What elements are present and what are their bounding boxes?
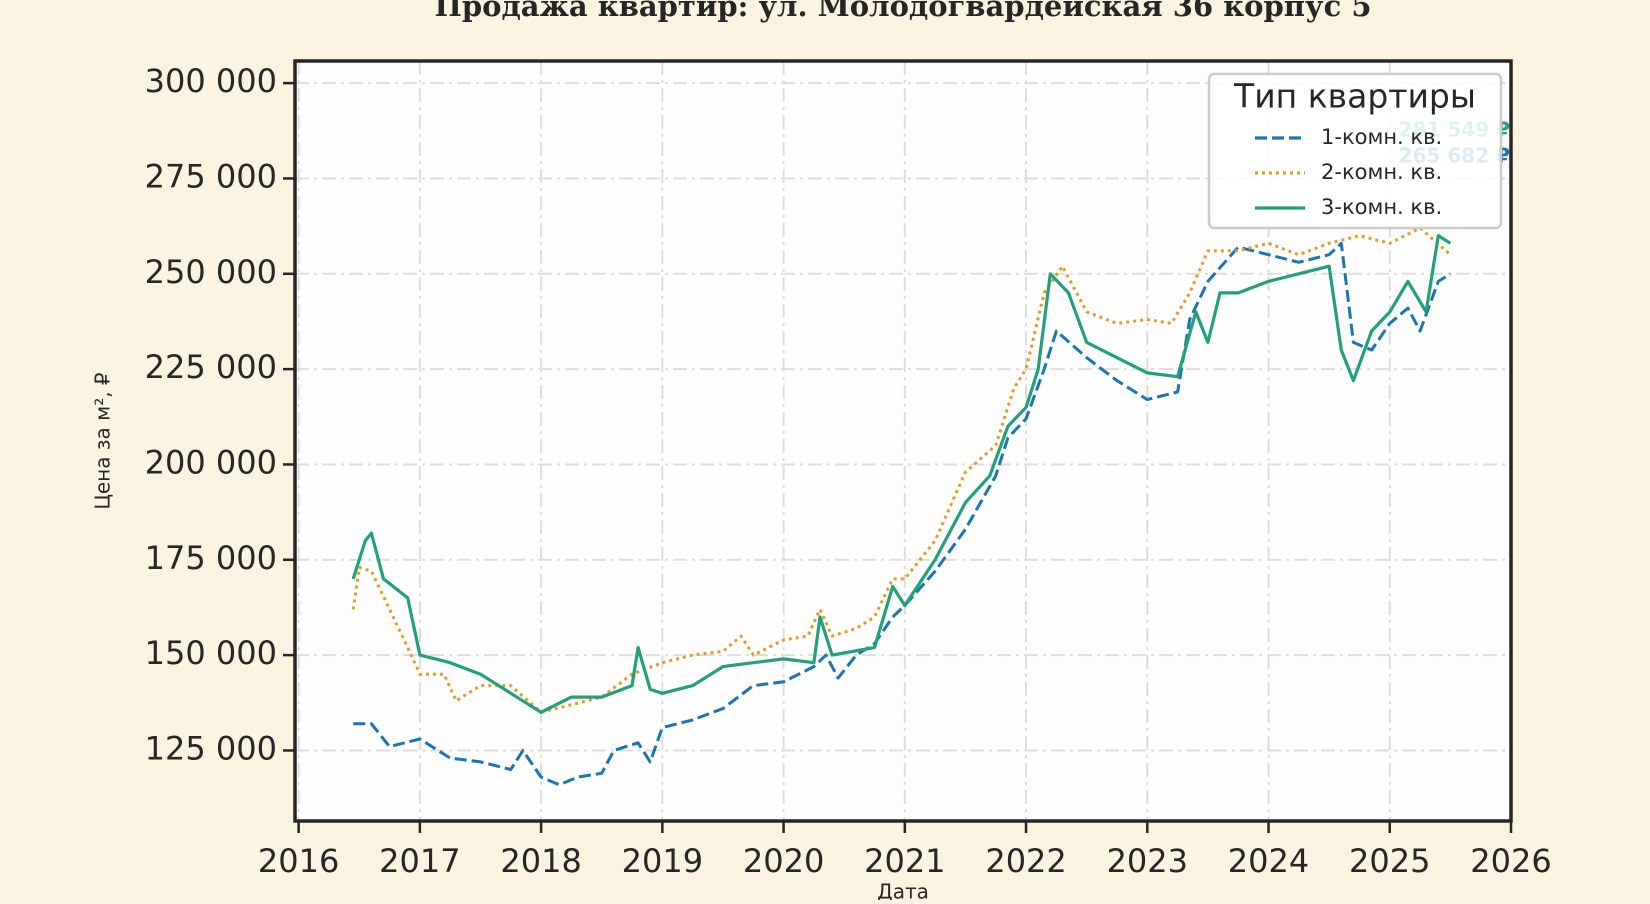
y-tick-label: 200 000 bbox=[145, 443, 277, 481]
x-tick-label: 2024 bbox=[1228, 842, 1309, 880]
x-tick-label: 2019 bbox=[622, 842, 703, 880]
x-tick-label: 2026 bbox=[1470, 842, 1551, 880]
x-tick-label: 2020 bbox=[743, 842, 824, 880]
x-tick-label: 2021 bbox=[864, 842, 945, 880]
series-line bbox=[351, 226, 1452, 714]
y-axis-label: Цена за м², ₽ bbox=[91, 372, 115, 510]
x-tick-label: 2017 bbox=[379, 842, 460, 880]
y-tick-label: 300 000 bbox=[145, 62, 277, 100]
y-tick-label: 175 000 bbox=[145, 539, 277, 577]
legend-label: 2-комн. кв. bbox=[1321, 160, 1442, 184]
series-line bbox=[353, 241, 1452, 787]
y-tick-label: 225 000 bbox=[145, 348, 277, 386]
chart-title: Продажа квартир: ул. Молодогвардейская 3… bbox=[434, 0, 1371, 23]
x-tick-label: 2018 bbox=[500, 842, 581, 880]
y-tick-label: 150 000 bbox=[145, 634, 277, 672]
legend-label: 1-комн. кв. bbox=[1321, 125, 1442, 149]
x-tick-label: 2022 bbox=[985, 842, 1066, 880]
legend-box bbox=[1207, 72, 1503, 230]
y-tick-label: 250 000 bbox=[145, 253, 277, 291]
legend-title: Тип квартиры bbox=[1233, 77, 1476, 116]
x-axis-label: Дата bbox=[877, 880, 929, 901]
plot-frame bbox=[293, 59, 1513, 823]
series-line bbox=[351, 234, 1452, 714]
x-tick-label: 2023 bbox=[1107, 842, 1188, 880]
x-tick-label: 2025 bbox=[1349, 842, 1430, 880]
y-tick-label: 125 000 bbox=[145, 729, 277, 767]
legend: Тип квартиры 1-комн. кв. 2-комн. кв. 3-комн… bbox=[1207, 72, 1503, 230]
legend-label: 3-комн. кв. bbox=[1321, 195, 1442, 219]
y-tick-label: 275 000 bbox=[145, 157, 277, 195]
x-tick-label: 2016 bbox=[258, 842, 339, 880]
